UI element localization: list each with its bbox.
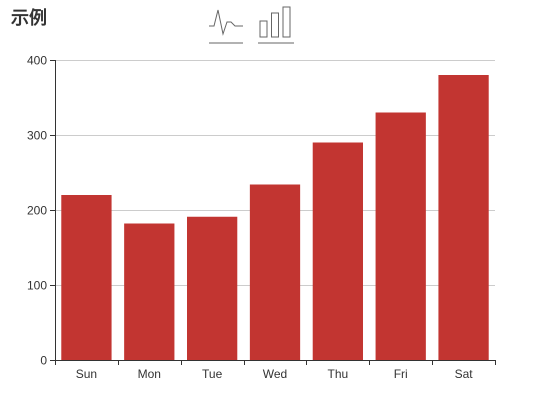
- x-tick-label: Mon: [138, 367, 161, 381]
- y-tick-label: 300: [27, 129, 47, 143]
- x-tick-label: Tue: [202, 367, 223, 381]
- x-tick-label: Sat: [455, 367, 474, 381]
- bar-wed: [249, 184, 301, 360]
- chart-title: 示例: [11, 8, 47, 29]
- bar-chart-toggle[interactable]: [257, 4, 295, 48]
- x-tick-label: Sun: [76, 367, 97, 381]
- bar-sat: [438, 75, 489, 360]
- bar-mon: [124, 223, 175, 360]
- bar-fri: [375, 112, 426, 360]
- bar-tue: [187, 216, 238, 360]
- x-tick-label: Wed: [263, 367, 287, 381]
- y-tick-label: 0: [40, 354, 47, 368]
- x-tick-label: Thu: [328, 367, 349, 381]
- bar-sun: [61, 195, 112, 360]
- line-icon: [209, 9, 243, 44]
- bar-thu: [312, 142, 363, 360]
- bar-icon: [258, 6, 294, 44]
- y-tick-label: 100: [27, 279, 47, 293]
- line-chart-toggle[interactable]: [205, 4, 243, 48]
- y-tick-label: 400: [27, 54, 47, 68]
- x-tick-label: Fri: [394, 367, 408, 381]
- y-tick-label: 200: [27, 204, 47, 218]
- toolbox: [205, 4, 300, 48]
